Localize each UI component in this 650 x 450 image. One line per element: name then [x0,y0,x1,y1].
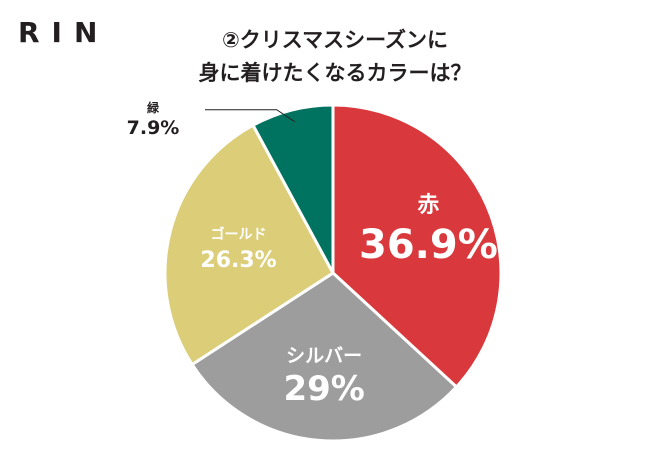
brand-logo: RIN [18,16,110,49]
leader-line-3 [205,109,295,123]
slice-value-label-3: 7.9% [127,117,180,139]
slice-category-label-3: 緑 [147,100,160,115]
slice-value-label-0: 36.9% [359,222,498,268]
slice-category-label-0: 赤 [417,193,439,218]
chart-title-line-1: ②クリスマスシーズンに [221,28,449,52]
chart-title: ②クリスマスシーズンに 身に着けたくなるカラーは？ [140,24,530,90]
pie-slices [163,103,503,443]
pie-slice-2 [163,123,335,367]
slice-value-label-2: 26.3% [200,248,276,273]
pie-slice-0 [331,103,503,390]
pie-slice-3 [251,103,335,274]
slice-value-label-1: 29% [283,369,364,409]
pie-slice-1 [190,271,459,443]
chart-title-line-2: 身に着けたくなるカラーは？ [198,61,472,85]
slice-category-label-2: ゴールド [211,226,267,243]
slice-category-label-1: シルバー [286,345,362,367]
